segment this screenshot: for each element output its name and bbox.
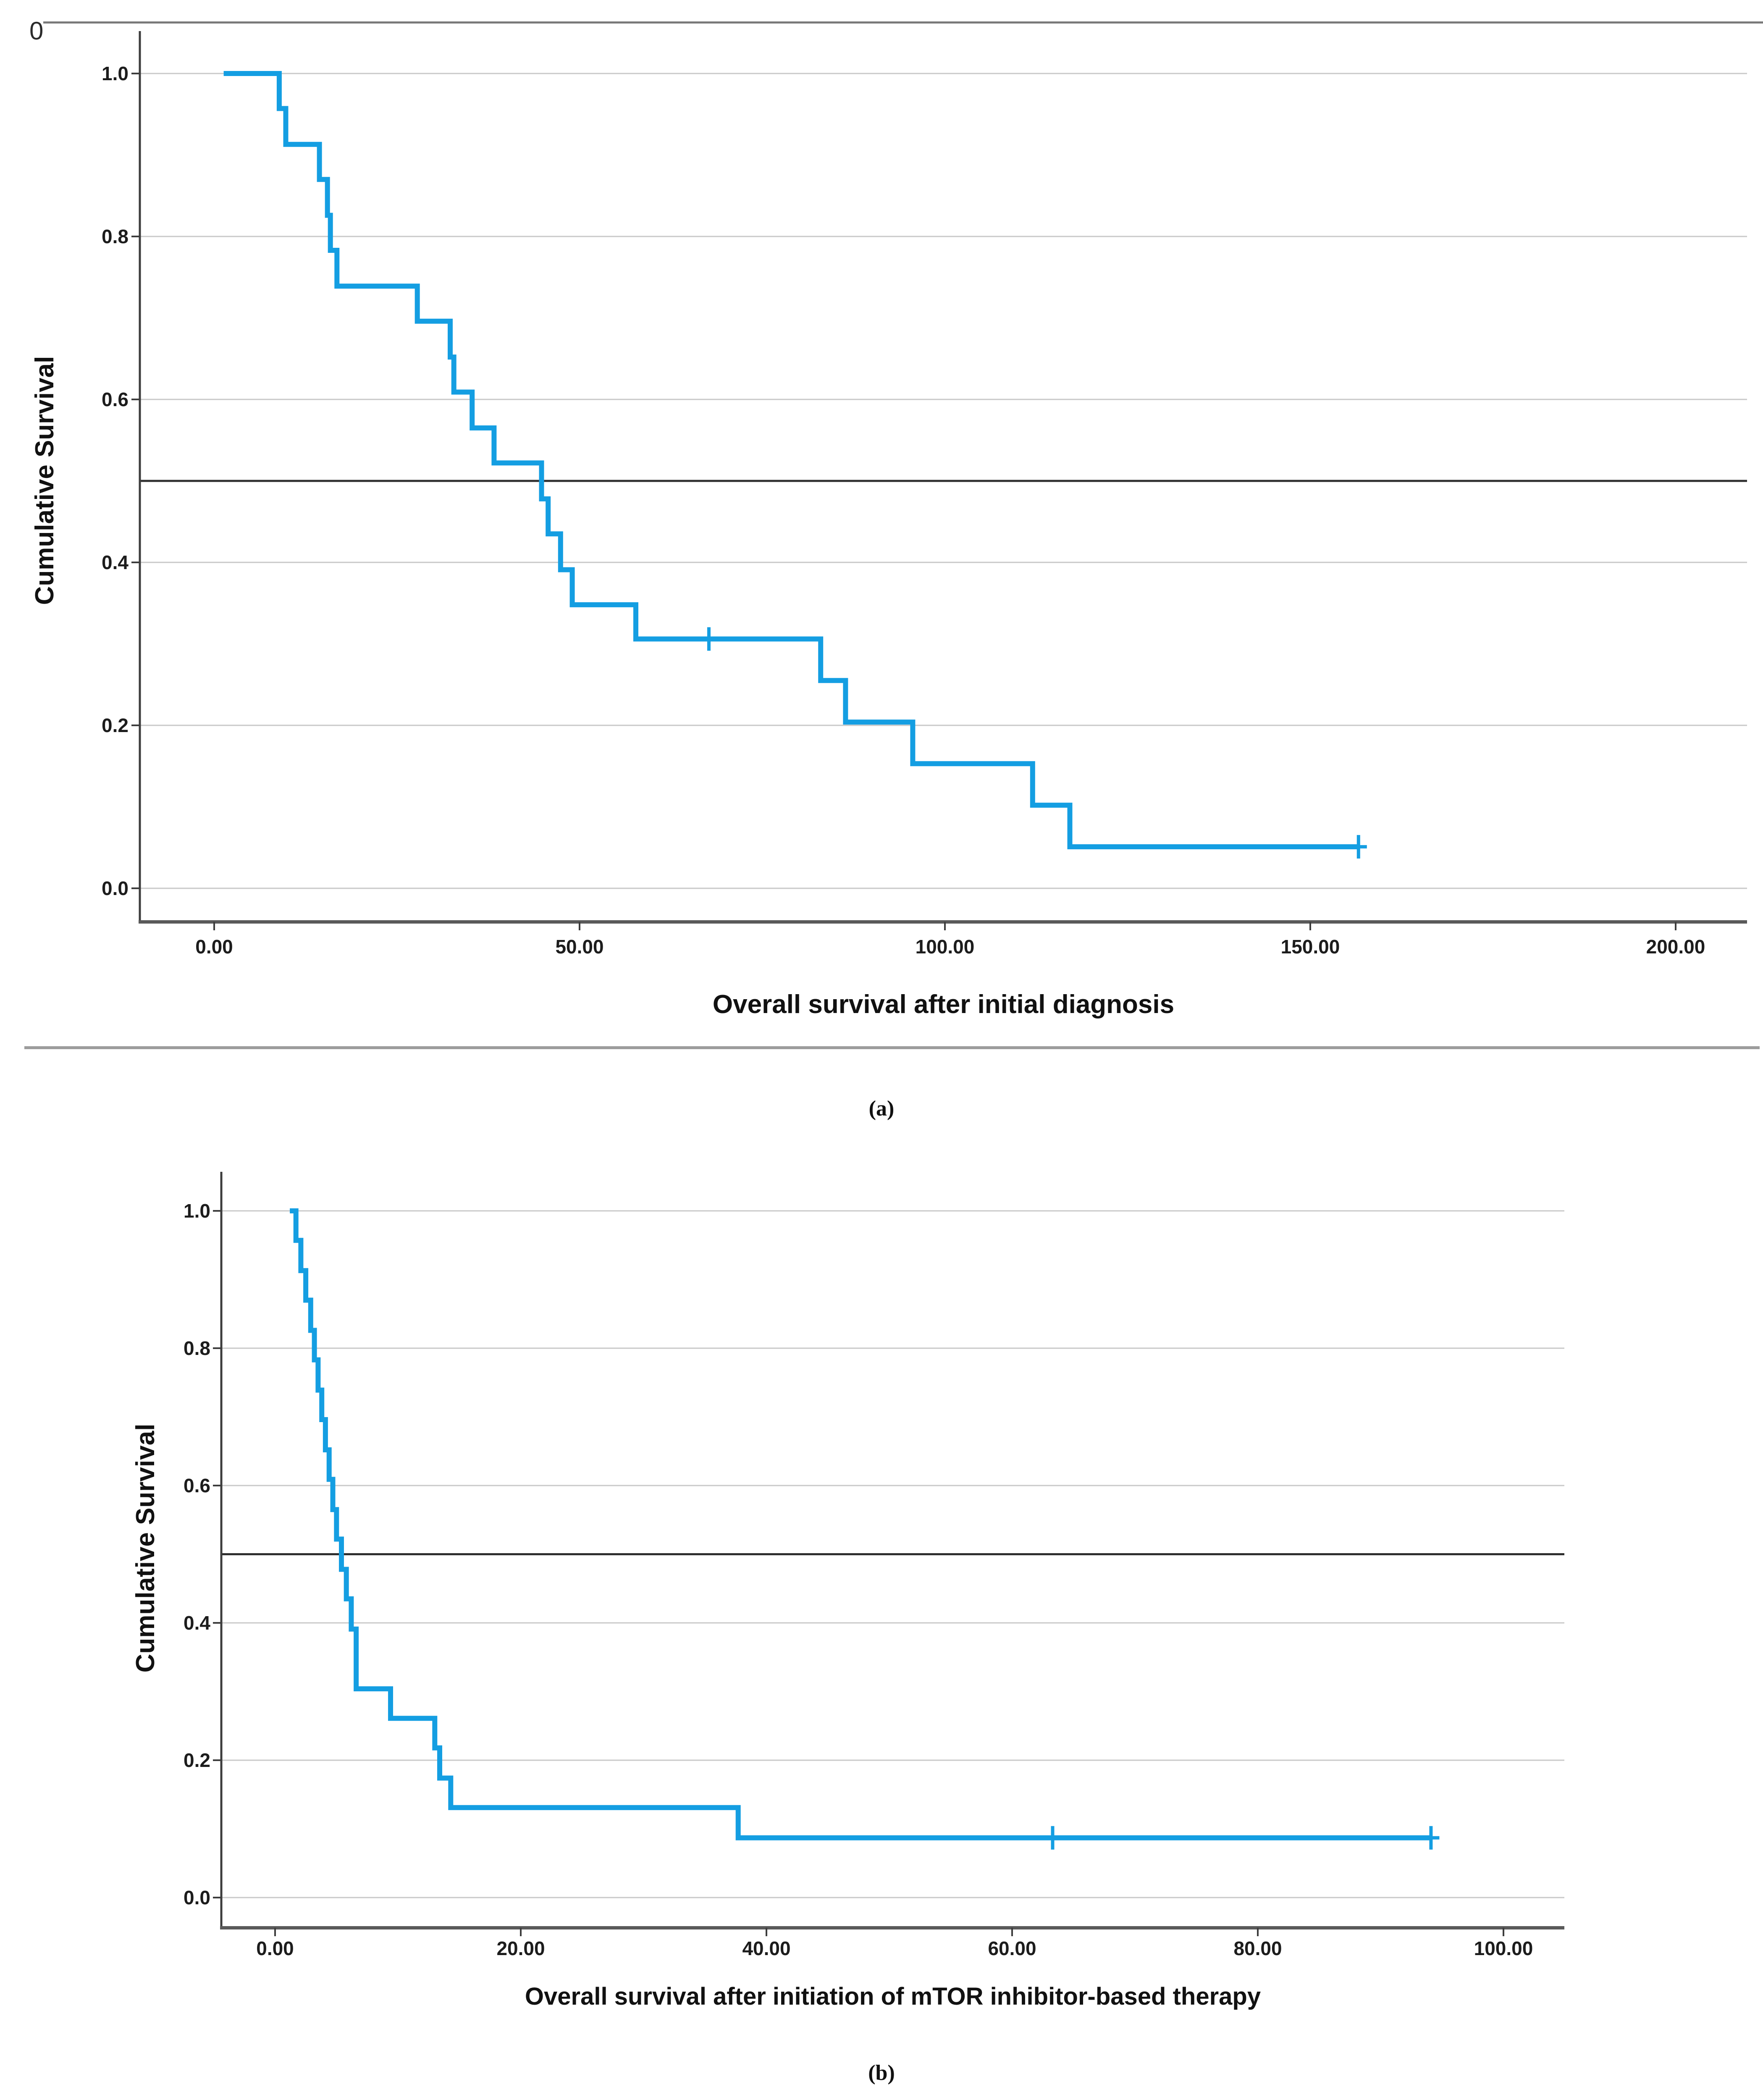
x-tick-label: 200.00 <box>1646 936 1705 958</box>
y-axis-title-b: Cumulative Survival <box>131 1423 160 1673</box>
y-tick-label: 0.8 <box>184 1337 210 1359</box>
y-tick-label: 0.2 <box>184 1749 210 1771</box>
caption-a: (a) <box>868 1097 895 1121</box>
y-axis-title-a: Cumulative Survival <box>30 356 59 605</box>
x-tick-label: 20.00 <box>496 1937 545 1959</box>
y-tick-label: 0.8 <box>102 226 129 247</box>
y-tick-label: 0.0 <box>102 877 129 899</box>
x-tick-label: 100.00 <box>916 936 975 958</box>
y-tick-label: 0.4 <box>102 551 129 573</box>
figure-separator-line <box>24 1046 1760 1049</box>
x-axis-title-b: Overall survival after initiation of mTO… <box>525 1983 1261 2010</box>
x-tick-label: 40.00 <box>742 1937 790 1959</box>
x-tick-label: 80.00 <box>1233 1937 1282 1959</box>
x-axis-title-a: Overall survival after initial diagnosis <box>712 990 1175 1019</box>
y-tick-label: 1.0 <box>184 1200 210 1222</box>
survival-curve <box>223 71 1359 850</box>
km-chart-b: 0.0 0.2 0.4 0.6 0.8 1.0 0.00 20.00 40.00 60.00 80.… <box>184 1172 1564 1959</box>
x-tick-label: 150.00 <box>1281 936 1340 958</box>
top-border-line <box>43 21 1763 24</box>
y-tick-label: 0.4 <box>184 1612 210 1634</box>
y-tick-label: 0.2 <box>102 714 129 736</box>
stray-axis-zero-label: 0 <box>29 17 44 45</box>
y-tick-label: 0.0 <box>184 1887 210 1908</box>
x-tick-label: 60.00 <box>988 1937 1036 1959</box>
y-tick-label: 1.0 <box>102 63 129 84</box>
x-tick-label: 100.00 <box>1474 1937 1533 1959</box>
km-chart-a: 0.0 0.2 0.4 0.6 0.8 1.0 0.00 50.00 100.00 150.00 2… <box>102 31 1747 958</box>
y-tick-label: 0.6 <box>102 388 129 410</box>
x-tick-label: 0.00 <box>256 1937 294 1959</box>
y-tick-label: 0.6 <box>184 1475 210 1496</box>
x-tick-label: 0.00 <box>195 936 233 958</box>
x-tick-label: 50.00 <box>555 936 603 958</box>
caption-b: (b) <box>868 2061 895 2085</box>
survival-curve <box>290 1208 1431 1840</box>
